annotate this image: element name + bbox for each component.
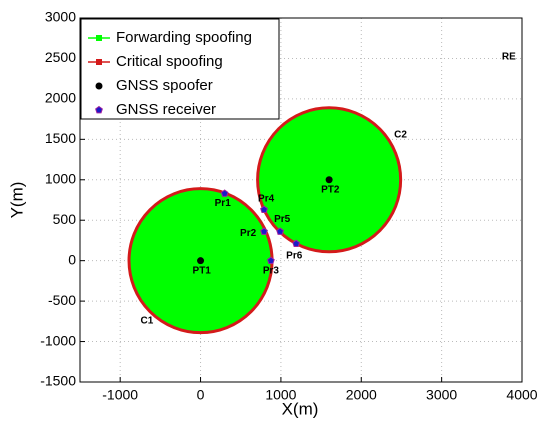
x-tick-label: 3000: [426, 387, 457, 403]
region-label: C1: [141, 315, 154, 326]
point-label: PT2: [321, 184, 340, 195]
receiver-point: [260, 205, 268, 214]
spoofer-point: [197, 257, 205, 265]
plot-frame: [79, 17, 523, 383]
y-axis-label: Y(m): [7, 182, 26, 219]
y-tick-label: 1500: [45, 130, 76, 146]
y-tick-label: 3000: [45, 9, 76, 25]
y-tick-label: -1500: [40, 373, 76, 389]
legend-marker: [95, 105, 103, 114]
legend-label: Critical spoofing: [116, 53, 223, 70]
y-tick-label: -1000: [40, 332, 76, 348]
x-tick-label: 2000: [346, 387, 377, 403]
y-tick-label: -500: [48, 292, 76, 308]
receiver-point: [292, 239, 301, 248]
point-label: Pr4: [258, 193, 275, 204]
point-label: PT1: [193, 265, 212, 276]
legend-label: GNSS receiver: [116, 101, 216, 118]
x-tick-label: -1000: [102, 387, 138, 403]
spoofer-point: [325, 176, 333, 184]
receiver-point: [260, 227, 268, 235]
x-tick-label: 1000: [265, 387, 296, 403]
legend-label: GNSS spoofer: [116, 77, 213, 94]
receiver-point: [266, 256, 275, 264]
annotation: RE: [502, 51, 516, 62]
region-label: C2: [394, 129, 407, 140]
y-tick-label: 1000: [45, 170, 76, 186]
x-tick-label: 0: [197, 387, 205, 403]
y-tick-label: 2500: [45, 49, 76, 65]
x-axis-label: X(m): [282, 399, 319, 418]
legend-marker: [95, 82, 103, 90]
legend-marker: [96, 59, 102, 65]
point-label: Pr6: [286, 250, 303, 261]
point-label: Pr3: [263, 265, 280, 276]
y-tick-label: 0: [68, 251, 76, 267]
point-label: Pr2: [240, 228, 257, 239]
receiver-point: [220, 189, 229, 197]
y-tick-label: 2000: [45, 90, 76, 106]
receiver-point: [276, 227, 285, 235]
y-tick-label: 500: [53, 211, 77, 227]
legend-marker: [96, 35, 102, 41]
x-tick-label: 4000: [506, 387, 537, 403]
point-label: Pr5: [274, 214, 291, 225]
legend-box: [80, 18, 280, 120]
point-label: Pr1: [215, 198, 232, 209]
legend-label: Forwarding spoofing: [116, 29, 252, 46]
